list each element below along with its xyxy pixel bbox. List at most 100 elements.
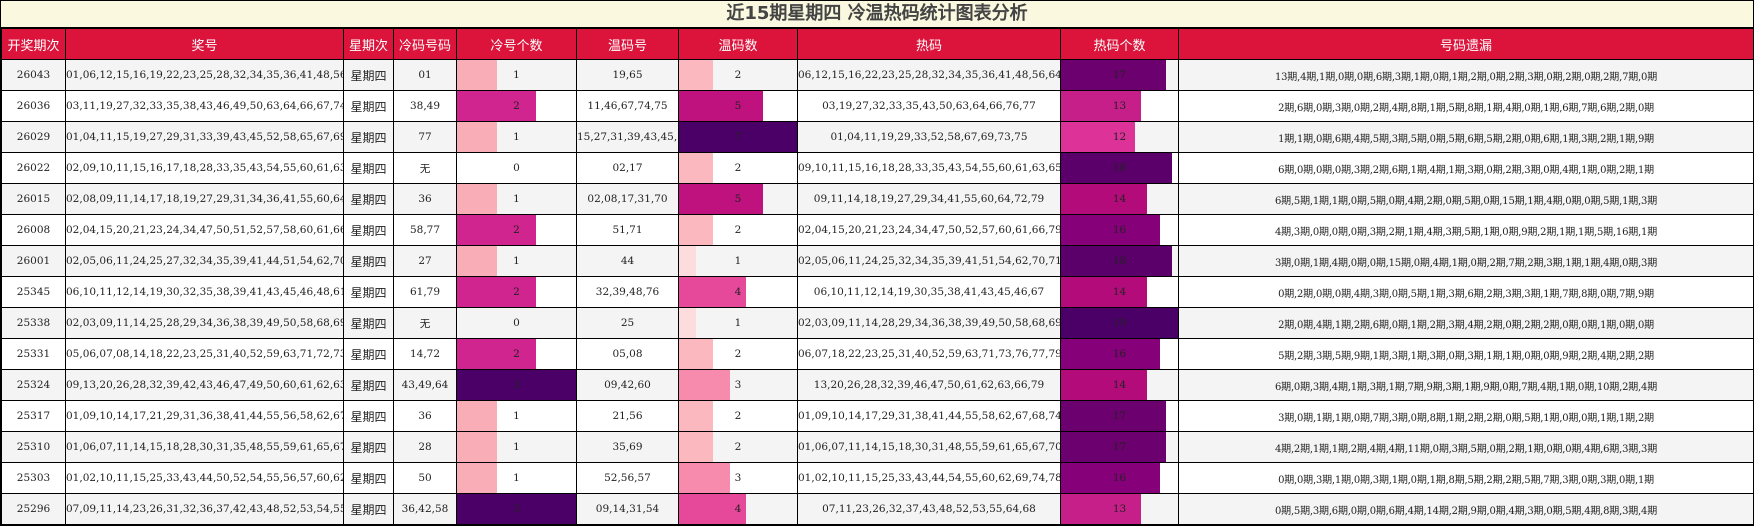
miss-cell: 3期,0期,1期,4期,0期,0期,15期,0期,4期,1期,0期,2期,7期,… <box>1178 245 1754 277</box>
cold-cell: 61,79 <box>393 276 457 308</box>
numbers-cell: 01,06,07,11,14,15,18,28,30,31,35,48,55,5… <box>65 431 344 463</box>
cold-cell: 50 <box>393 462 457 494</box>
week-cell: 星期四 <box>343 462 394 494</box>
issue-cell: 25338 <box>1 307 66 339</box>
warm-cell: 25 <box>576 307 679 339</box>
issue-cell: 25331 <box>1 338 66 370</box>
numbers-cell: 07,09,11,14,23,26,31,32,36,37,42,43,48,5… <box>65 493 344 525</box>
week-cell: 星期四 <box>343 152 394 184</box>
header-hot: 热码 <box>797 29 1061 60</box>
warm-count-bar-fill <box>679 184 764 214</box>
warm-count-bar: 2 <box>678 152 798 184</box>
warm-count-bar: 7 <box>678 121 798 153</box>
hot-count-bar-value: 14 <box>1112 379 1127 391</box>
numbers-cell: 01,04,11,15,19,27,29,31,33,39,43,45,52,5… <box>65 121 344 153</box>
warm-count-bar-value: 2 <box>734 441 742 453</box>
cold-count-bar-value: 0 <box>513 162 520 174</box>
issue-cell: 25310 <box>1 431 66 463</box>
numbers-cell: 02,03,09,11,14,25,28,29,34,36,38,39,49,5… <box>65 307 344 339</box>
miss-cell: 6期,0期,3期,4期,1期,3期,1期,7期,9期,3期,1期,9期,0期,7… <box>1178 369 1754 401</box>
warm-cell: 11,46,67,74,75 <box>576 90 679 122</box>
hot-count-bar-fill <box>1061 60 1166 90</box>
cold-count-bar: 1 <box>456 400 577 432</box>
cold-cell: 27 <box>393 245 457 277</box>
issue-cell: 26008 <box>1 214 66 246</box>
hot-count-bar-fill <box>1061 246 1172 276</box>
cold-cell: 58,77 <box>393 214 457 246</box>
warm-count-bar-value: 2 <box>734 162 742 174</box>
hot-count-bar-fill <box>1061 184 1148 214</box>
header-warm: 温码号 <box>576 29 679 60</box>
warm-count-bar-value: 5 <box>734 193 742 205</box>
cold-count-bar: 3 <box>456 369 577 401</box>
week-cell: 星期四 <box>343 183 394 215</box>
hot-count-bar-value: 17 <box>1112 410 1127 422</box>
issue-cell: 26022 <box>1 152 66 184</box>
hot-count-bar: 19 <box>1060 307 1179 339</box>
hot-count-bar: 14 <box>1060 183 1179 215</box>
numbers-cell: 01,06,12,15,16,19,22,23,25,28,32,34,35,3… <box>65 59 344 91</box>
cold-count-bar-value: 1 <box>513 410 520 422</box>
warm-count-bar: 2 <box>678 214 798 246</box>
hot-count-bar-value: 13 <box>1112 100 1127 112</box>
issue-cell: 26029 <box>1 121 66 153</box>
miss-cell: 6期,5期,1期,1期,0期,5期,0期,4期,2期,0期,5期,0期,15期,… <box>1178 183 1754 215</box>
cold-count-bar-value: 2 <box>513 100 520 112</box>
numbers-cell: 02,05,06,11,24,25,27,32,34,35,39,41,44,5… <box>65 245 344 277</box>
table-row: 26036 03,11,19,27,32,33,35,38,43,46,49,50… <box>1 90 1754 122</box>
miss-cell: 3期,0期,1期,1期,0期,7期,3期,0期,8期,1期,2期,2期,0期,5… <box>1178 400 1754 432</box>
hot-cell: 01,09,10,14,17,29,31,38,41,44,55,58,62,6… <box>797 400 1061 432</box>
issue-cell: 26043 <box>1 59 66 91</box>
issue-cell: 26001 <box>1 245 66 277</box>
warm-count-bar: 5 <box>678 90 798 122</box>
cold-count-bar-value: 1 <box>513 69 520 81</box>
table-body: 26043 01,06,12,15,16,19,22,23,25,28,32,34… <box>1 59 1754 525</box>
warm-count-bar-fill <box>679 153 713 183</box>
warm-count-bar: 3 <box>678 369 798 401</box>
warm-count-bar-value: 1 <box>734 255 742 267</box>
header-cold: 冷码号码 <box>393 29 457 60</box>
stats-table: 开奖期次 奖号 星期次 冷码号码 冷号个数 温码号 温码数 热码 热码个数 号码… <box>1 29 1754 525</box>
week-cell: 星期四 <box>343 369 394 401</box>
hot-cell: 06,12,15,16,22,23,25,28,32,34,35,36,41,4… <box>797 59 1061 91</box>
hot-cell: 07,11,23,26,32,37,43,48,52,53,55,64,68 <box>797 493 1061 525</box>
table-row: 26043 01,06,12,15,16,19,22,23,25,28,32,34… <box>1 59 1754 91</box>
table-row: 25317 01,09,10,14,17,21,29,31,36,38,41,44… <box>1 400 1754 432</box>
hot-count-bar-value: 16 <box>1112 224 1127 236</box>
hot-cell: 13,20,26,28,32,39,46,47,50,61,62,63,66,7… <box>797 369 1061 401</box>
miss-cell: 5期,2期,3期,5期,9期,1期,3期,1期,3期,0期,3期,1期,1期,0… <box>1178 338 1754 370</box>
warm-count-bar: 4 <box>678 493 798 525</box>
warm-count-bar-fill <box>679 401 713 431</box>
numbers-cell: 03,11,19,27,32,33,35,38,43,46,49,50,63,6… <box>65 90 344 122</box>
miss-cell: 4期,3期,0期,0期,0期,3期,2期,1期,4期,3期,5期,1期,0期,9… <box>1178 214 1754 246</box>
warm-count-bar-value: 2 <box>734 69 742 81</box>
cold-count-bar-value: 1 <box>513 472 520 484</box>
hot-count-bar-fill <box>1061 432 1166 462</box>
warm-count-bar-value: 2 <box>734 224 742 236</box>
cold-count-bar-value: 2 <box>513 286 520 298</box>
warm-count-bar: 2 <box>678 59 798 91</box>
cold-count-bar: 0 <box>456 307 577 339</box>
hot-count-bar: 12 <box>1060 121 1179 153</box>
cold-count-bar-value: 1 <box>513 193 520 205</box>
cold-count-bar: 2 <box>456 90 577 122</box>
header-numbers: 奖号 <box>65 29 344 60</box>
hot-count-bar-fill <box>1061 339 1160 369</box>
warm-cell: 35,69 <box>576 431 679 463</box>
numbers-cell: 02,04,15,20,21,23,24,34,47,50,51,52,57,5… <box>65 214 344 246</box>
table-header: 开奖期次 奖号 星期次 冷码号码 冷号个数 温码号 温码数 热码 热码个数 号码… <box>1 29 1754 60</box>
hot-count-bar-fill <box>1061 463 1160 493</box>
week-cell: 星期四 <box>343 400 394 432</box>
cold-count-bar-value: 3 <box>513 379 520 391</box>
warm-cell: 19,65 <box>576 59 679 91</box>
cold-count-bar-fill <box>457 463 497 493</box>
warm-count-bar-value: 1 <box>734 317 742 329</box>
hot-count-bar: 16 <box>1060 214 1179 246</box>
cold-count-bar-value: 0 <box>513 317 520 329</box>
hot-count-bar: 18 <box>1060 152 1179 184</box>
warm-count-bar: 3 <box>678 462 798 494</box>
cold-count-bar-value: 3 <box>513 503 520 515</box>
table-row: 25331 05,06,07,08,14,18,22,23,25,31,40,52… <box>1 338 1754 370</box>
cold-count-bar: 1 <box>456 121 577 153</box>
cold-cell: 38,49 <box>393 90 457 122</box>
